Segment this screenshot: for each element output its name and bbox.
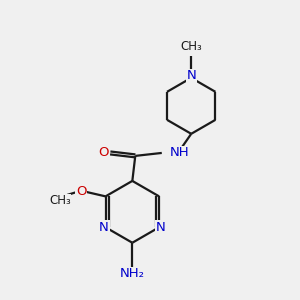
Text: O: O [98,146,109,159]
Text: N: N [186,69,196,82]
Text: N: N [99,221,109,234]
Text: O: O [76,185,86,198]
Text: NH₂: NH₂ [120,267,145,280]
Text: N: N [156,221,166,234]
Text: CH₃: CH₃ [49,194,71,207]
Text: CH₃: CH₃ [180,40,202,53]
Text: NH: NH [170,146,190,159]
